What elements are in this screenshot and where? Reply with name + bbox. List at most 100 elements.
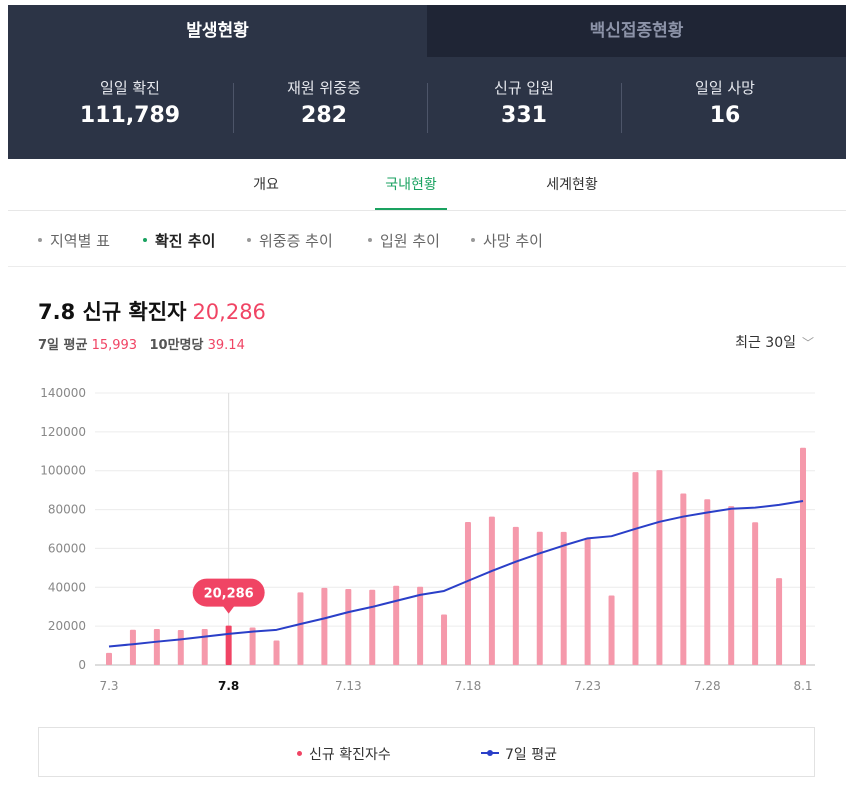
legend-item-new-cases[interactable]: 신규 확진자수 bbox=[297, 744, 391, 764]
bar bbox=[225, 625, 232, 665]
stat-label: 신규 입원 bbox=[494, 79, 554, 97]
stat-divider bbox=[427, 83, 428, 133]
stat-label: 일일 확진 bbox=[100, 79, 160, 97]
range-dropdown[interactable]: 최근 30일 ﹀ bbox=[735, 332, 814, 352]
tooltip-value: 20,286 bbox=[204, 587, 254, 602]
legend-label: 7일 평균 bbox=[505, 747, 557, 763]
tab-vaccination-status[interactable]: 백신접종현황 bbox=[427, 5, 846, 57]
chevron-down-icon: ﹀ bbox=[801, 336, 814, 350]
chart-filter-bar: 지역별 표 확진 추이 위중증 추이 입원 추이 사망 추이 bbox=[8, 212, 846, 267]
x-tick-label: 7.13 bbox=[335, 679, 362, 693]
bar bbox=[800, 447, 806, 665]
stat-value: 282 bbox=[301, 103, 347, 128]
range-label: 최근 30일 bbox=[735, 335, 796, 351]
x-tick-label: 7.23 bbox=[574, 679, 601, 693]
chart-title-value: 20,286 bbox=[192, 300, 266, 324]
bar bbox=[560, 531, 567, 665]
highlight-tooltip: 20,286 bbox=[192, 578, 265, 614]
bar bbox=[129, 629, 136, 665]
tooltip-pointer bbox=[222, 605, 235, 614]
stat-divider bbox=[621, 83, 622, 133]
bar bbox=[728, 506, 735, 665]
chart-title: 7.8 신규 확진자 20,286 bbox=[38, 296, 266, 326]
bar bbox=[608, 595, 615, 665]
tab-overview[interactable]: 개요 bbox=[253, 177, 279, 193]
tab-domestic-status[interactable]: 국내현황 bbox=[375, 159, 447, 210]
y-tick-label: 40000 bbox=[48, 580, 86, 594]
filter-region-table[interactable]: 지역별 표 bbox=[38, 230, 110, 251]
x-tick-label: 8.1 bbox=[793, 679, 812, 693]
y-tick-label: 140000 bbox=[40, 386, 86, 400]
tab-world-status[interactable]: 세계현황 bbox=[546, 177, 598, 193]
confirmed-trend-chart: 0 20000 40000 60000 80000 100000 120000 140000 7… bbox=[40, 386, 815, 693]
bullet-icon bbox=[471, 237, 475, 242]
avg-value: 15,993 bbox=[91, 338, 138, 353]
bar bbox=[297, 592, 304, 665]
filter-severe-trend[interactable]: 위중증 추이 bbox=[247, 230, 333, 251]
bar bbox=[417, 586, 424, 665]
stat-daily-deaths: 일일 사망 16 bbox=[628, 77, 822, 128]
filter-confirmed-trend[interactable]: 확진 추이 bbox=[143, 230, 215, 251]
bar bbox=[752, 522, 759, 665]
per-capita-value: 39.14 bbox=[207, 338, 245, 353]
y-tick-label: 0 bbox=[78, 658, 86, 672]
stat-divider bbox=[233, 83, 234, 133]
y-tick-label: 80000 bbox=[48, 503, 86, 517]
bar bbox=[656, 470, 663, 665]
filter-label: 확진 추이 bbox=[155, 232, 216, 250]
filter-label: 지역별 표 bbox=[50, 232, 110, 250]
bullet-icon bbox=[143, 237, 147, 242]
bar bbox=[369, 589, 376, 665]
avg-label: 7일 평균 bbox=[38, 338, 88, 353]
filter-admission-trend[interactable]: 입원 추이 bbox=[368, 230, 440, 251]
y-tick-label: 100000 bbox=[40, 464, 86, 478]
chart-subinfo: 7일 평균 15,993 10만명당 39.14 bbox=[38, 334, 245, 353]
y-tick-label: 20000 bbox=[48, 619, 86, 633]
bar bbox=[393, 585, 400, 665]
stats-row: 일일 확진 111,789 재원 위중증 282 신규 입원 331 일일 사망… bbox=[8, 77, 846, 137]
bar bbox=[464, 522, 471, 665]
bar bbox=[536, 531, 543, 665]
tab-outbreak-status[interactable]: 발생현황 bbox=[8, 5, 427, 57]
x-tick-label: 7.28 bbox=[694, 679, 721, 693]
chart-title-text: 7.8 신규 확진자 bbox=[38, 300, 187, 324]
x-tick-label: 7.3 bbox=[99, 679, 118, 693]
bar bbox=[321, 587, 328, 665]
stat-label: 재원 위중증 bbox=[287, 79, 361, 97]
tooltip-bubble bbox=[192, 578, 265, 607]
bar bbox=[632, 472, 639, 665]
chart-legend: 신규 확진자수 7일 평균 bbox=[38, 727, 815, 777]
filter-label: 사망 추이 bbox=[483, 232, 543, 250]
stat-label: 일일 사망 bbox=[695, 79, 755, 97]
bullet-icon bbox=[368, 237, 372, 242]
bullet-icon bbox=[38, 237, 42, 242]
bar bbox=[106, 652, 112, 665]
bar bbox=[177, 630, 184, 665]
bar bbox=[776, 578, 783, 665]
x-tick-label: 7.8 bbox=[218, 679, 239, 693]
y-tick-label: 120000 bbox=[40, 425, 86, 439]
filter-label: 위중증 추이 bbox=[259, 232, 333, 250]
stat-severe-cases: 재원 위중증 282 bbox=[227, 77, 421, 128]
legend-line-icon bbox=[481, 750, 499, 756]
bullet-icon bbox=[247, 237, 251, 242]
filter-label: 입원 추이 bbox=[380, 232, 440, 250]
stat-new-admissions: 신규 입원 331 bbox=[427, 77, 621, 128]
bar bbox=[153, 629, 160, 665]
bar bbox=[680, 493, 687, 665]
bar bbox=[584, 537, 591, 665]
bar bbox=[488, 516, 495, 665]
filter-death-trend[interactable]: 사망 추이 bbox=[471, 230, 543, 251]
stat-value: 331 bbox=[501, 103, 547, 128]
bar bbox=[441, 614, 448, 665]
bar bbox=[201, 629, 208, 665]
bar bbox=[704, 499, 711, 665]
bar bbox=[345, 589, 352, 665]
average-line bbox=[108, 500, 804, 648]
legend-item-7day-average[interactable]: 7일 평균 bbox=[481, 744, 557, 764]
stat-daily-confirmed: 일일 확진 111,789 bbox=[33, 77, 227, 128]
stat-value: 16 bbox=[709, 103, 741, 128]
bar bbox=[273, 640, 280, 665]
legend-label: 신규 확진자수 bbox=[309, 747, 391, 763]
x-tick-label: 7.18 bbox=[455, 679, 482, 693]
